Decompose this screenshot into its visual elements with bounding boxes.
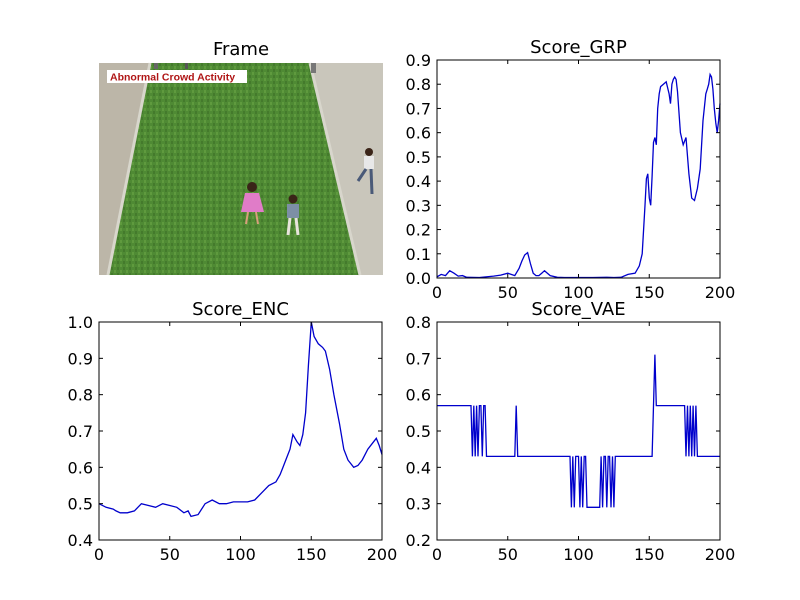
y-tick-label: 0.3 bbox=[406, 196, 431, 215]
overlay-label-bg bbox=[107, 70, 247, 83]
y-tick-label: 0.7 bbox=[406, 349, 431, 368]
y-tick-label: 0.3 bbox=[406, 495, 431, 514]
y-tick-label: 0.9 bbox=[406, 51, 431, 70]
chart-grp: Score_GRP 0 50 100 150 200 0.0 0.1 0.2 0.3 0.4 0.5 0… bbox=[406, 37, 736, 302]
y-tick-label: 0.5 bbox=[406, 148, 431, 167]
y-tick-label: 0.2 bbox=[406, 531, 431, 550]
person-pink bbox=[241, 182, 264, 225]
y-tick-label: 0.8 bbox=[68, 386, 93, 405]
x-tick-label: 150 bbox=[634, 283, 665, 302]
axes-frame-vae bbox=[436, 321, 721, 541]
y-tick-label: 0.8 bbox=[406, 75, 431, 94]
chart-title-grp: Score_GRP bbox=[530, 37, 627, 58]
chart-enc: Score_ENC 0 50 100 150 200 0.4 0.5 0.6 0.7 0.8 0.9 1… bbox=[68, 299, 398, 564]
x-tick-label: 50 bbox=[498, 545, 518, 564]
chart-title-enc: Score_ENC bbox=[192, 299, 289, 320]
person-blue bbox=[286, 194, 300, 236]
chart-title-vae: Score_VAE bbox=[531, 299, 625, 320]
x-tick-label: 200 bbox=[705, 545, 736, 564]
y-tick-label: 0.6 bbox=[406, 386, 431, 405]
x-tick-label: 100 bbox=[563, 545, 594, 564]
axes-frame-enc bbox=[98, 321, 383, 541]
x-tick-label: 50 bbox=[498, 283, 518, 302]
x-tick-label: 50 bbox=[160, 545, 180, 564]
y-tick-label: 0.0 bbox=[406, 269, 431, 288]
x-tick-label: 150 bbox=[634, 545, 665, 564]
x-tick-label: 0 bbox=[94, 545, 104, 564]
frame-panel: Frame bbox=[99, 39, 383, 276]
series-line-vae bbox=[437, 354, 720, 508]
y-tick-label: 0.7 bbox=[406, 99, 431, 118]
y-tick-label: 0.7 bbox=[68, 422, 93, 441]
frame-title: Frame bbox=[213, 39, 269, 60]
x-tick-label: 100 bbox=[225, 545, 256, 564]
y-tick-label: 0.1 bbox=[406, 245, 431, 264]
y-tick-label: 0.5 bbox=[406, 422, 431, 441]
y-tick-label: 0.2 bbox=[406, 221, 431, 240]
series-line-enc bbox=[98, 321, 383, 518]
x-tick-label: 200 bbox=[367, 545, 398, 564]
y-tick-label: 0.6 bbox=[406, 124, 431, 143]
y-tick-label: 0.8 bbox=[406, 313, 431, 332]
y-tick-label: 0.4 bbox=[406, 458, 431, 477]
x-tick-label: 100 bbox=[563, 283, 594, 302]
y-tick-label: 1.0 bbox=[68, 313, 93, 332]
frame-image: Abnormal Crowd Activity bbox=[99, 62, 383, 276]
y-tick-label: 0.4 bbox=[406, 172, 431, 191]
x-tick-label: 0 bbox=[432, 545, 442, 564]
y-tick-label: 0.4 bbox=[68, 531, 93, 550]
chart-vae: Score_VAE 0 50 100 150 200 0.2 0.3 0.4 0.5 0.6 0.7 0… bbox=[406, 299, 736, 564]
x-tick-label: 150 bbox=[296, 545, 327, 564]
series-line-grp bbox=[436, 72, 721, 279]
y-tick-label: 0.9 bbox=[68, 349, 93, 368]
x-tick-label: 0 bbox=[432, 283, 442, 302]
x-tick-label: 200 bbox=[705, 283, 736, 302]
y-tick-label: 0.6 bbox=[68, 458, 93, 477]
overlay-label: Abnormal Crowd Activity bbox=[110, 72, 235, 84]
y-tick-label: 0.5 bbox=[68, 495, 93, 514]
person-walking bbox=[356, 148, 374, 195]
